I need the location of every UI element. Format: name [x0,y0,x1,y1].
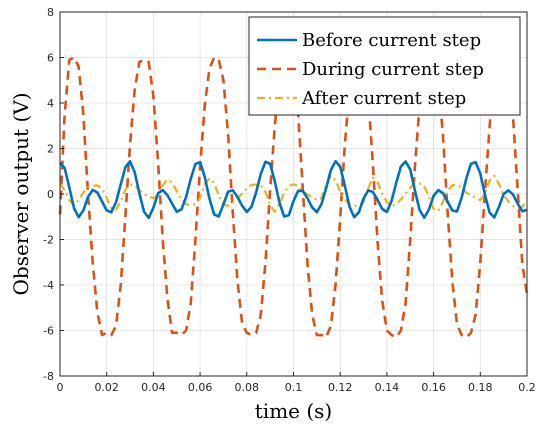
legend-label-1: Before current step [302,30,481,51]
x-tick-label: 0.12 [328,381,353,394]
legend-label-3: After current step [301,88,466,109]
y-tick-label: 4 [47,97,54,110]
y-tick-label: -8 [43,370,54,383]
x-tick-label: 0.18 [468,381,493,394]
y-tick-label: 0 [47,188,54,201]
legend: Before current step During current step Af… [248,16,521,116]
x-tick-label: 0.04 [141,381,166,394]
y-axis-label: Observer output (V) [9,93,33,296]
x-tick-label: 0.14 [375,381,400,394]
y-tick-label: 2 [47,143,54,156]
legend-label-2: During current step [302,59,484,80]
y-tick-label: -2 [43,234,54,247]
y-tick-label: 6 [47,52,54,65]
x-tick-label: 0.16 [421,381,446,394]
x-tick-label: 0.1 [285,381,303,394]
y-tick-label: 8 [47,6,54,19]
series-line-1 [59,159,528,220]
x-axis-label: time (s) [255,399,332,423]
y-tick-label: -4 [43,279,54,292]
x-tick-label: 0.02 [94,381,119,394]
x-tick-label: 0.08 [235,381,260,394]
x-tick-label: 0.06 [188,381,213,394]
x-tick-label: 0.2 [518,381,536,394]
y-tick-label: -6 [43,325,54,338]
axis-ticks: 0 0.02 0.04 0.06 0.08 0.1 0.12 0.14 0.16 0.18 0.2 -… [43,6,536,394]
x-tick-label: 0 [57,381,64,394]
